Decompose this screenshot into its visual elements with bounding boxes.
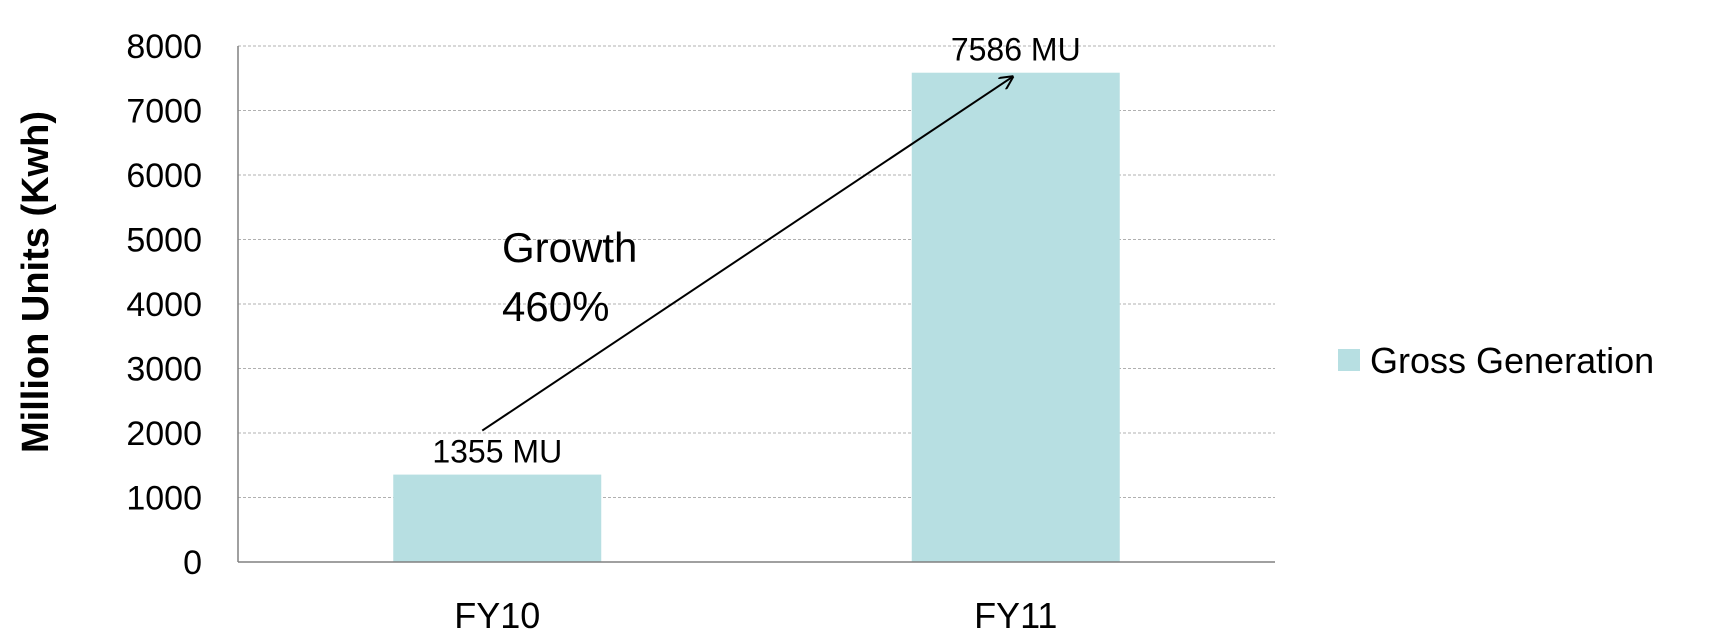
legend: Gross Generation [1338, 340, 1654, 381]
y-tick-label: 3000 [126, 351, 202, 389]
bar-fy10 [393, 474, 602, 562]
y-tick-label: 1000 [126, 480, 202, 518]
x-tick-label: FY11 [974, 595, 1057, 636]
growth-annotation: Growth 460% [481, 77, 1013, 432]
labels: 1355 MU FY10 7586 MU FY11 [432, 32, 1080, 636]
data-label-fy11: 7586 MU [951, 32, 1081, 68]
y-tick-label: 4000 [126, 286, 202, 324]
y-axis-label: Million Units (Kwh) [15, 111, 57, 453]
y-tick-label: 0 [183, 544, 202, 582]
y-tick-label: 6000 [126, 157, 202, 195]
legend-label: Gross Generation [1370, 340, 1654, 381]
axes: 0 1000 2000 3000 4000 5000 6000 7000 8000 [126, 28, 1275, 582]
x-tick-label: FY10 [454, 595, 540, 636]
y-tick-label: 2000 [126, 415, 202, 453]
data-label-fy10: 1355 MU [432, 434, 562, 470]
y-tick-label: 8000 [126, 28, 202, 66]
growth-percent: 460% [502, 283, 609, 330]
legend-swatch [1338, 349, 1360, 371]
growth-arrow [481, 77, 1013, 432]
growth-label: Growth [502, 224, 637, 271]
bar-fy11 [911, 72, 1120, 562]
y-tick-label: 5000 [126, 222, 202, 260]
bars [393, 72, 1120, 562]
y-tick-label: 7000 [126, 93, 202, 131]
